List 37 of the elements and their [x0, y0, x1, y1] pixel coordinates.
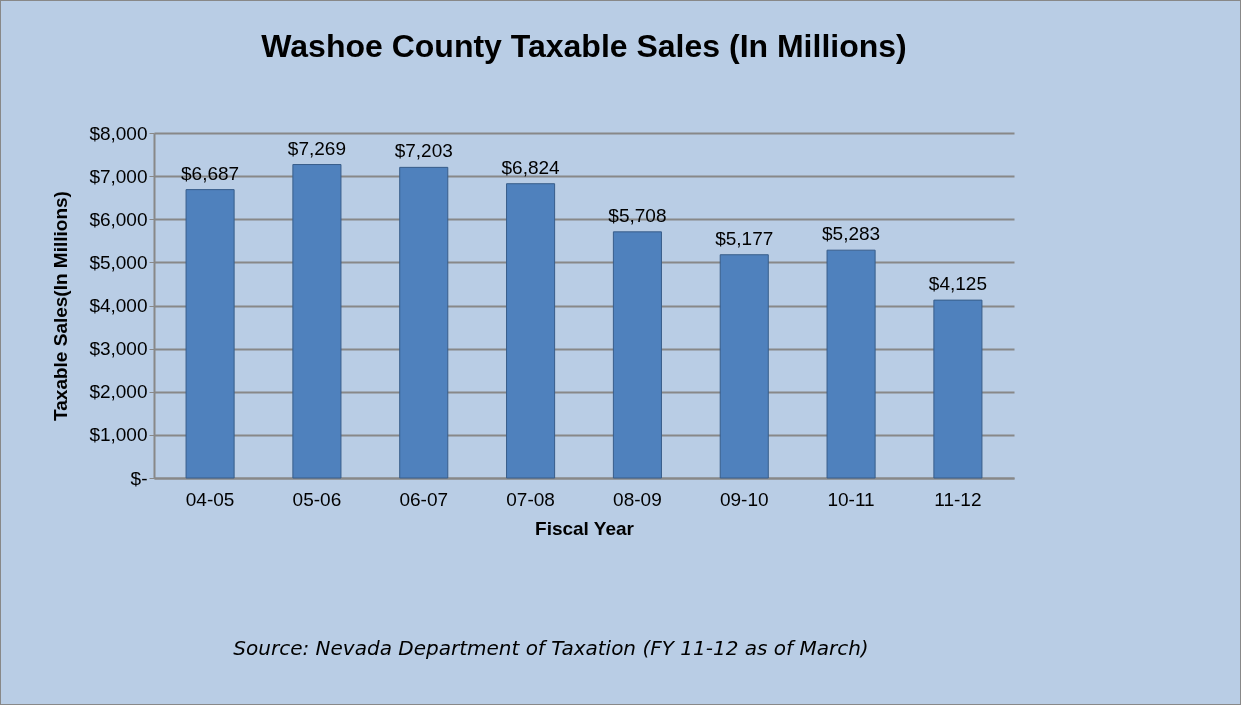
bar: [933, 299, 983, 479]
y-tick-label: $7,000: [89, 165, 148, 187]
data-label: $6,687: [181, 162, 240, 184]
x-tick-label: 11-12: [934, 488, 982, 510]
data-label: $5,708: [608, 204, 667, 226]
bar: [612, 231, 662, 479]
y-tick-label: $8,000: [89, 122, 148, 144]
x-axis-title: Fiscal Year: [535, 517, 635, 539]
data-label: $4,125: [928, 273, 987, 295]
y-tick-label: $2,000: [89, 381, 148, 403]
x-tick-label: 10-11: [827, 488, 875, 510]
bar: [506, 183, 556, 479]
data-label: $6,824: [501, 156, 561, 178]
y-tick-label: $5,000: [89, 251, 148, 273]
x-tick-label: 04-05: [185, 488, 235, 510]
chart-title: Washoe County Taxable Sales (In Millions): [261, 28, 907, 64]
y-axis-title: Taxable Sales(In Millions): [50, 191, 72, 421]
bar: [292, 164, 342, 479]
data-label: $7,203: [394, 140, 453, 162]
x-tick-label: 05-06: [292, 488, 342, 510]
bar: [185, 189, 235, 479]
bar: [399, 166, 449, 479]
y-tick-label: $3,000: [89, 338, 148, 360]
bar: [719, 254, 769, 479]
x-tick-label: 09-10: [719, 488, 769, 510]
y-tick-label: $6,000: [89, 208, 148, 230]
data-label: $5,283: [822, 223, 881, 245]
x-tick-label: 07-08: [506, 488, 555, 510]
source-note: Source: Nevada Department of Taxation (FY 11-12 as of March): [232, 636, 870, 660]
data-label: $5,177: [715, 227, 774, 249]
y-tick-label: $1,000: [89, 424, 148, 446]
x-tick-label: 08-09: [613, 488, 662, 510]
y-tick-label: $-: [130, 467, 148, 489]
bar: [826, 249, 876, 479]
data-label: $7,269: [287, 137, 346, 159]
x-tick-label: 06-07: [399, 488, 449, 510]
y-tick-label: $4,000: [89, 295, 148, 316]
